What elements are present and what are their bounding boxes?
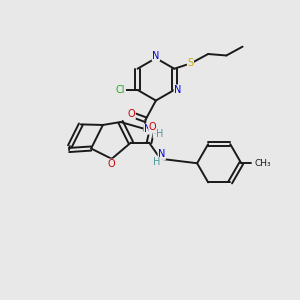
Text: O: O	[149, 122, 157, 132]
Text: CH₃: CH₃	[255, 159, 272, 168]
Text: -: -	[153, 128, 157, 138]
Text: N: N	[144, 124, 151, 134]
Text: Cl: Cl	[116, 85, 125, 95]
Text: O: O	[108, 159, 116, 169]
Text: N: N	[174, 85, 182, 95]
Text: H: H	[153, 158, 160, 167]
Text: S: S	[188, 58, 194, 68]
Text: N: N	[152, 51, 160, 61]
Text: H: H	[156, 129, 163, 140]
Text: O: O	[128, 110, 135, 119]
Text: N: N	[158, 149, 166, 159]
